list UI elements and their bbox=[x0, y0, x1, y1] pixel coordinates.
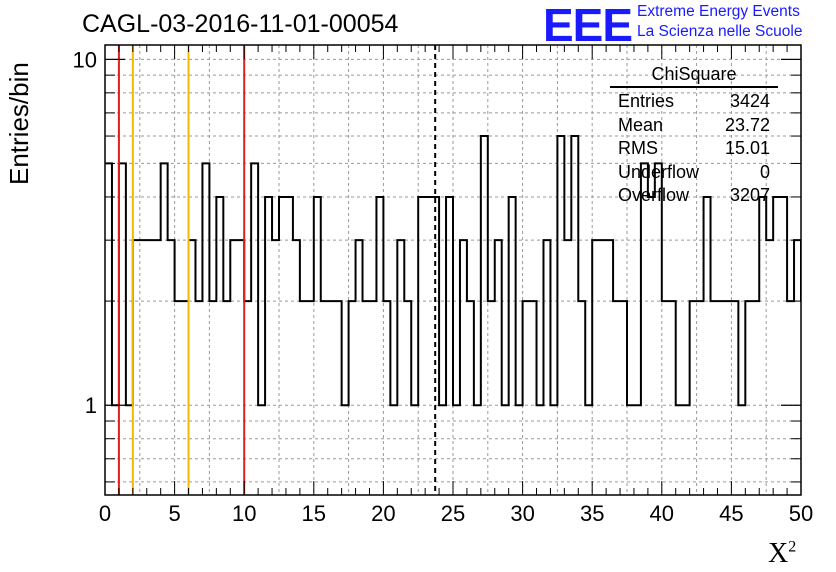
stats-box: ChiSquare Entries 3424 Mean 23.72 RMS 15.01… bbox=[610, 64, 778, 208]
x-axis-label-base: X bbox=[768, 538, 789, 569]
x-axis-label-sup: 2 bbox=[788, 538, 797, 556]
y-axis-label: Entries/bin bbox=[4, 62, 34, 185]
x-tick-label: 0 bbox=[99, 501, 111, 526]
eee-logo-text: Extreme Energy Events La Scienza nelle S… bbox=[637, 2, 802, 42]
logo-line-2: La Scienza nelle Scuole bbox=[637, 23, 803, 40]
stats-label: Mean bbox=[618, 114, 664, 135]
x-tick-label: 35 bbox=[580, 501, 604, 526]
histogram-series bbox=[105, 135, 801, 407]
stats-row: Overflow 3207 bbox=[610, 184, 778, 208]
x-tick-label: 25 bbox=[441, 501, 465, 526]
chart-title: CAGL-03-2016-11-01-00054 bbox=[82, 10, 399, 38]
stats-value: 3207 bbox=[729, 185, 770, 205]
x-tick-label: 5 bbox=[168, 501, 180, 526]
stats-title: ChiSquare bbox=[610, 64, 778, 88]
x-tick-label: 30 bbox=[510, 501, 534, 526]
stats-label: RMS bbox=[618, 138, 658, 158]
stats-value: 3424 bbox=[729, 91, 770, 111]
stats-value: 15.01 bbox=[724, 138, 770, 158]
x-tick-label: 50 bbox=[789, 501, 813, 526]
stats-label: Overflow bbox=[618, 185, 690, 205]
x-tick-label: 15 bbox=[302, 501, 326, 526]
x-tick-label: 45 bbox=[719, 501, 743, 526]
stats-row: Underflow 0 bbox=[610, 161, 778, 185]
stats-value: 0 bbox=[759, 161, 770, 182]
logo-line-1: Extreme Energy Events bbox=[637, 3, 800, 20]
x-axis-label: X2 bbox=[768, 538, 796, 570]
y-tick-label: 1 bbox=[85, 393, 97, 418]
stats-row: Mean 23.72 bbox=[610, 114, 778, 138]
stats-row: Entries 3424 bbox=[610, 90, 778, 114]
stats-label: Underflow bbox=[618, 161, 700, 182]
stats-value: 23.72 bbox=[724, 114, 770, 135]
x-tick-label: 20 bbox=[371, 501, 395, 526]
x-tick-label: 40 bbox=[650, 501, 674, 526]
stats-row: RMS 15.01 bbox=[610, 137, 778, 161]
x-tick-label: 10 bbox=[232, 501, 256, 526]
stats-label: Entries bbox=[618, 91, 675, 111]
y-tick-label: 10 bbox=[73, 47, 97, 72]
eee-logo: EEE bbox=[543, 0, 633, 51]
